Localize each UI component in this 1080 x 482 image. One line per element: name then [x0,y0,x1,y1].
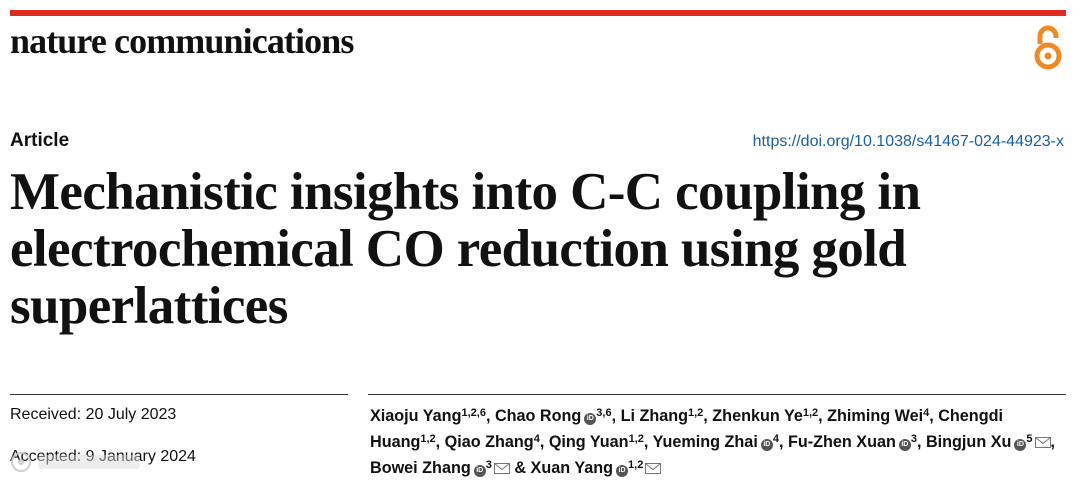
envelope-icon[interactable] [1034,437,1051,448]
author-affiliation: 4 [533,433,540,445]
article-dates: Received: 20 July 2023 Accepted: 9 Janua… [10,405,196,467]
envelope-icon[interactable] [645,463,662,474]
author[interactable]: Qiao Zhang4 [445,433,540,451]
author-affiliation: 3,6 [596,407,612,419]
author-name: Bowei Zhang [370,459,471,477]
author-name: Yueming Zhai [652,433,758,451]
orcid-icon[interactable]: iD [616,465,629,477]
author[interactable]: Zhiming Wei4 [827,407,929,425]
orcid-icon[interactable]: iD [760,439,773,451]
author-affiliation: 3 [910,433,917,445]
author-name: Xiaoju Yang [370,407,462,425]
author[interactable]: Chengdi Huang1,2 [370,407,1003,451]
received-date: Received: 20 July 2023 [10,406,177,423]
author[interactable]: Fu-Zhen Xuan iD 3 [788,433,917,451]
author-name: Fu-Zhen Xuan [787,433,896,451]
open-access-icon[interactable] [1030,22,1066,72]
author[interactable]: Chao Rong iD 3,6 [495,407,612,425]
author-name: Li Zhang [620,407,688,425]
author-affiliation: 1,2 [802,407,819,419]
accepted-date: Accepted: 9 January 2024 [10,448,196,465]
divider-dates [10,394,348,395]
author-affiliation: 3 [485,459,492,471]
author-name: Zhenkun Ye [712,407,803,425]
envelope-icon[interactable] [493,463,510,474]
author-affiliation: 1,2 [420,433,436,445]
orcid-icon[interactable]: iD [898,439,911,451]
watermark-logo [11,452,140,472]
author-name: Bingjun Xu [925,433,1012,451]
author[interactable]: Qing Yuan1,2 [549,433,644,451]
author-name: Chao Rong [494,407,582,425]
author[interactable]: Bingjun Xu iD 5 [926,433,1051,451]
author-name: Qing Yuan [548,433,629,451]
author[interactable]: Li Zhang1,2 [621,407,704,425]
author[interactable]: Yueming Zhai iD 4 [653,433,779,451]
author-name: Xuan Yang [530,459,614,477]
title-line: electrochemical CO reduction using gold [10,220,907,278]
doi-link[interactable]: https://doi.org/10.1038/s41467-024-44923… [752,133,1064,150]
title-line: Mechanistic insights into C-C coupling i… [10,163,921,221]
article-type: Article [10,130,70,151]
author[interactable]: Zhenkun Ye1,2 [712,407,818,425]
author-name: Qiao Zhang [444,433,534,451]
title-line: superlattices [10,277,288,335]
article-title: Mechanistic insights into C-C coupling i… [10,164,1060,335]
author[interactable]: Xiaoju Yang1,2,6 [370,407,486,425]
author[interactable]: Bowei Zhang iD 3 [370,459,510,477]
author-affiliation: 4 [772,433,779,445]
orcid-icon[interactable]: iD [1014,439,1027,451]
author-affiliation: 1,2 [688,407,704,419]
orcid-icon[interactable]: iD [473,465,486,477]
journal-name: nature communications [10,21,354,61]
author-affiliation: 1,2,6 [461,407,486,419]
author-name: Chengdi Huang [370,407,1003,451]
author-affiliation: 1,2 [628,459,644,471]
author-affiliation: 4 [923,407,930,419]
journal-accent-bar [10,10,1066,16]
divider-authors [368,394,1066,395]
orcid-icon[interactable]: iD [584,413,597,425]
author[interactable]: & Xuan Yang iD 1,2 [514,459,662,477]
author-list: Xiaoju Yang1,2,6, Chao Rong iD 3,6, Li Zha… [370,407,1056,477]
author-name: Zhiming Wei [827,407,924,425]
author-affiliation: 1,2 [628,433,644,445]
author-affiliation: 5 [1026,433,1033,445]
